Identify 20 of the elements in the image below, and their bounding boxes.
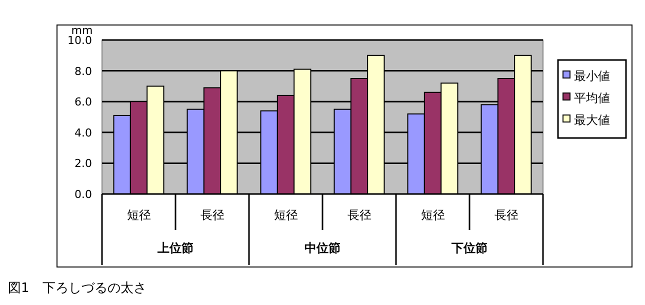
y-tick-label: 8.0 — [74, 64, 92, 78]
text: 下位節 — [450, 241, 488, 255]
y-tick-label: 10.0 — [68, 34, 92, 47]
text: 中位節 — [304, 241, 340, 255]
x-tick-label: 短径 — [420, 208, 445, 222]
x-tick-label: 短径 — [274, 208, 298, 222]
x-tick-label: 長径 — [494, 208, 518, 222]
text: 上位節 — [156, 241, 194, 255]
y-tick-label: 0.0 — [74, 188, 92, 201]
legend-label: 平均値 — [574, 91, 610, 105]
x-tick-label: 短径 — [126, 208, 151, 222]
y-tick-label: 2.0 — [74, 157, 92, 170]
y-axis-title: mm — [71, 24, 93, 37]
y-tick-label: 4.0 — [74, 126, 92, 140]
x-tick-label: 長径 — [347, 208, 372, 222]
legend-label: 最小値 — [574, 69, 610, 83]
x-tick-label: 長径 — [200, 208, 224, 222]
y-tick-label: 6.0 — [74, 96, 92, 109]
caption: 図1 下ろしづるの太さ — [8, 281, 146, 296]
legend-label: 最大値 — [574, 113, 610, 127]
